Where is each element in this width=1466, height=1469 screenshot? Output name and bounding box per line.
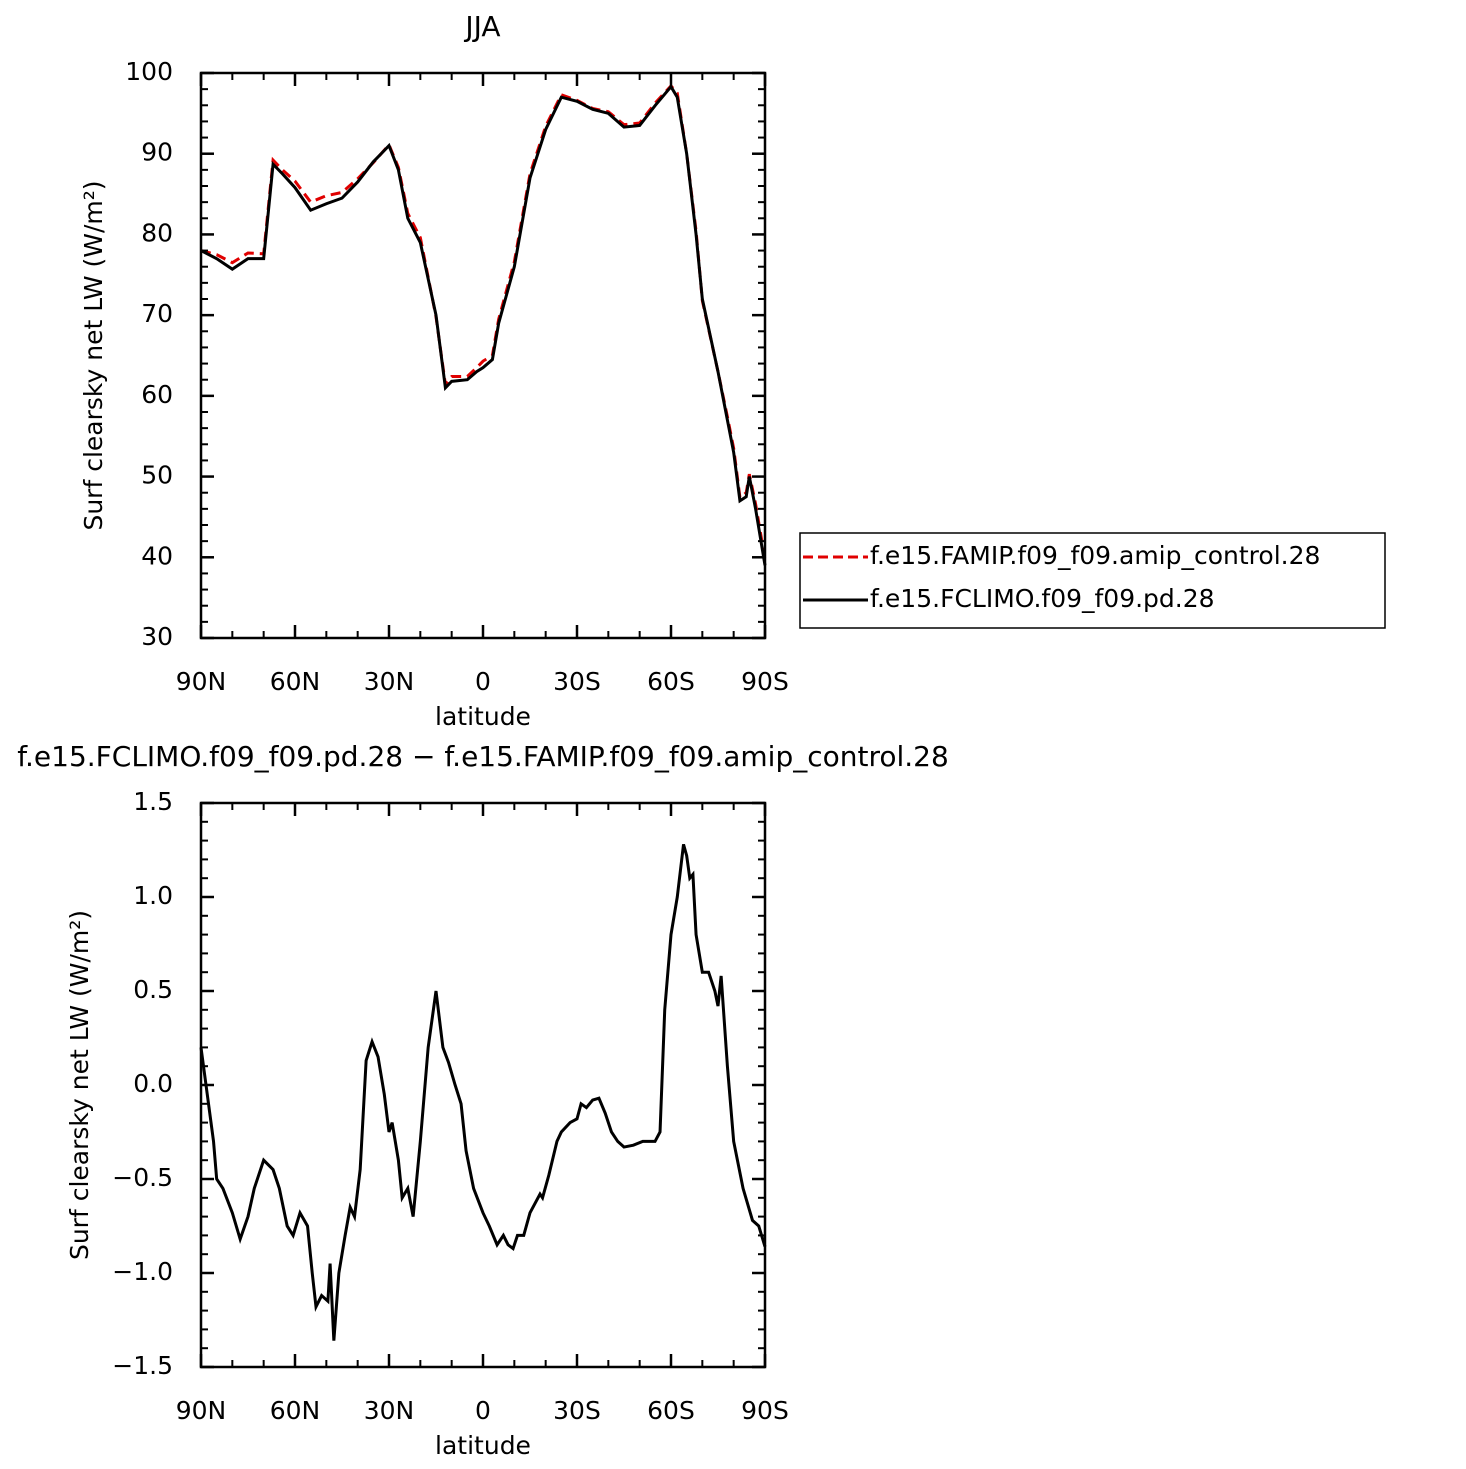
y-tick-label: 90: [141, 138, 173, 167]
x-tick-label: 90S: [741, 667, 789, 696]
y-tick-label: −1.5: [112, 1351, 173, 1380]
x-axis-label: latitude: [435, 702, 531, 731]
x-tick-label: 30N: [364, 667, 415, 696]
x-tick-label: 90N: [176, 1396, 227, 1425]
y-tick-label: 70: [141, 299, 173, 328]
x-tick-label: 30S: [553, 1396, 601, 1425]
x-tick-label: 90N: [176, 667, 227, 696]
plot-frame: [199, 71, 767, 640]
y-tick-label: −1.0: [112, 1257, 173, 1286]
chart-title: f.e15.FCLIMO.f09_f09.pd.28 − f.e15.FAMIP…: [17, 740, 949, 773]
y-tick-label: 0.5: [133, 975, 173, 1004]
data-line: [200, 84, 767, 566]
legend-box: [799, 532, 1386, 629]
y-axis-label: Surf clearsky net LW (W/m²): [79, 180, 108, 530]
x-tick-label: 90S: [741, 1396, 789, 1425]
chart-title: JJA: [463, 10, 500, 43]
y-tick-label: 80: [141, 218, 173, 247]
data-line: [200, 83, 767, 560]
x-tick-label: 30N: [364, 1396, 415, 1425]
y-tick-label: −0.5: [112, 1163, 173, 1192]
y-tick-label: 50: [141, 461, 173, 490]
x-tick-label: 0: [475, 667, 491, 696]
x-tick-label: 60N: [270, 667, 321, 696]
x-tick-label: 30S: [553, 667, 601, 696]
y-axis-label: Surf clearsky net LW (W/m²): [65, 910, 94, 1260]
legend-label: f.e15.FAMIP.f09_f09.amip_control.28: [870, 541, 1320, 570]
legend-label: f.e15.FCLIMO.f09_f09.pd.28: [870, 584, 1215, 613]
y-tick-label: 60: [141, 380, 173, 409]
y-tick-label: 1.5: [133, 787, 173, 816]
x-axis-label: latitude: [435, 1431, 531, 1460]
y-tick-label: 100: [125, 57, 173, 86]
data-line: [199, 843, 767, 1341]
x-tick-label: 60S: [647, 667, 695, 696]
y-tick-label: 40: [141, 541, 173, 570]
x-tick-label: 0: [475, 1396, 491, 1425]
y-tick-label: 1.0: [133, 881, 173, 910]
plot-frame: [199, 801, 767, 1369]
x-tick-label: 60N: [270, 1396, 321, 1425]
y-tick-label: 30: [141, 622, 173, 651]
y-tick-label: 0.0: [133, 1069, 173, 1098]
x-tick-label: 60S: [647, 1396, 695, 1425]
